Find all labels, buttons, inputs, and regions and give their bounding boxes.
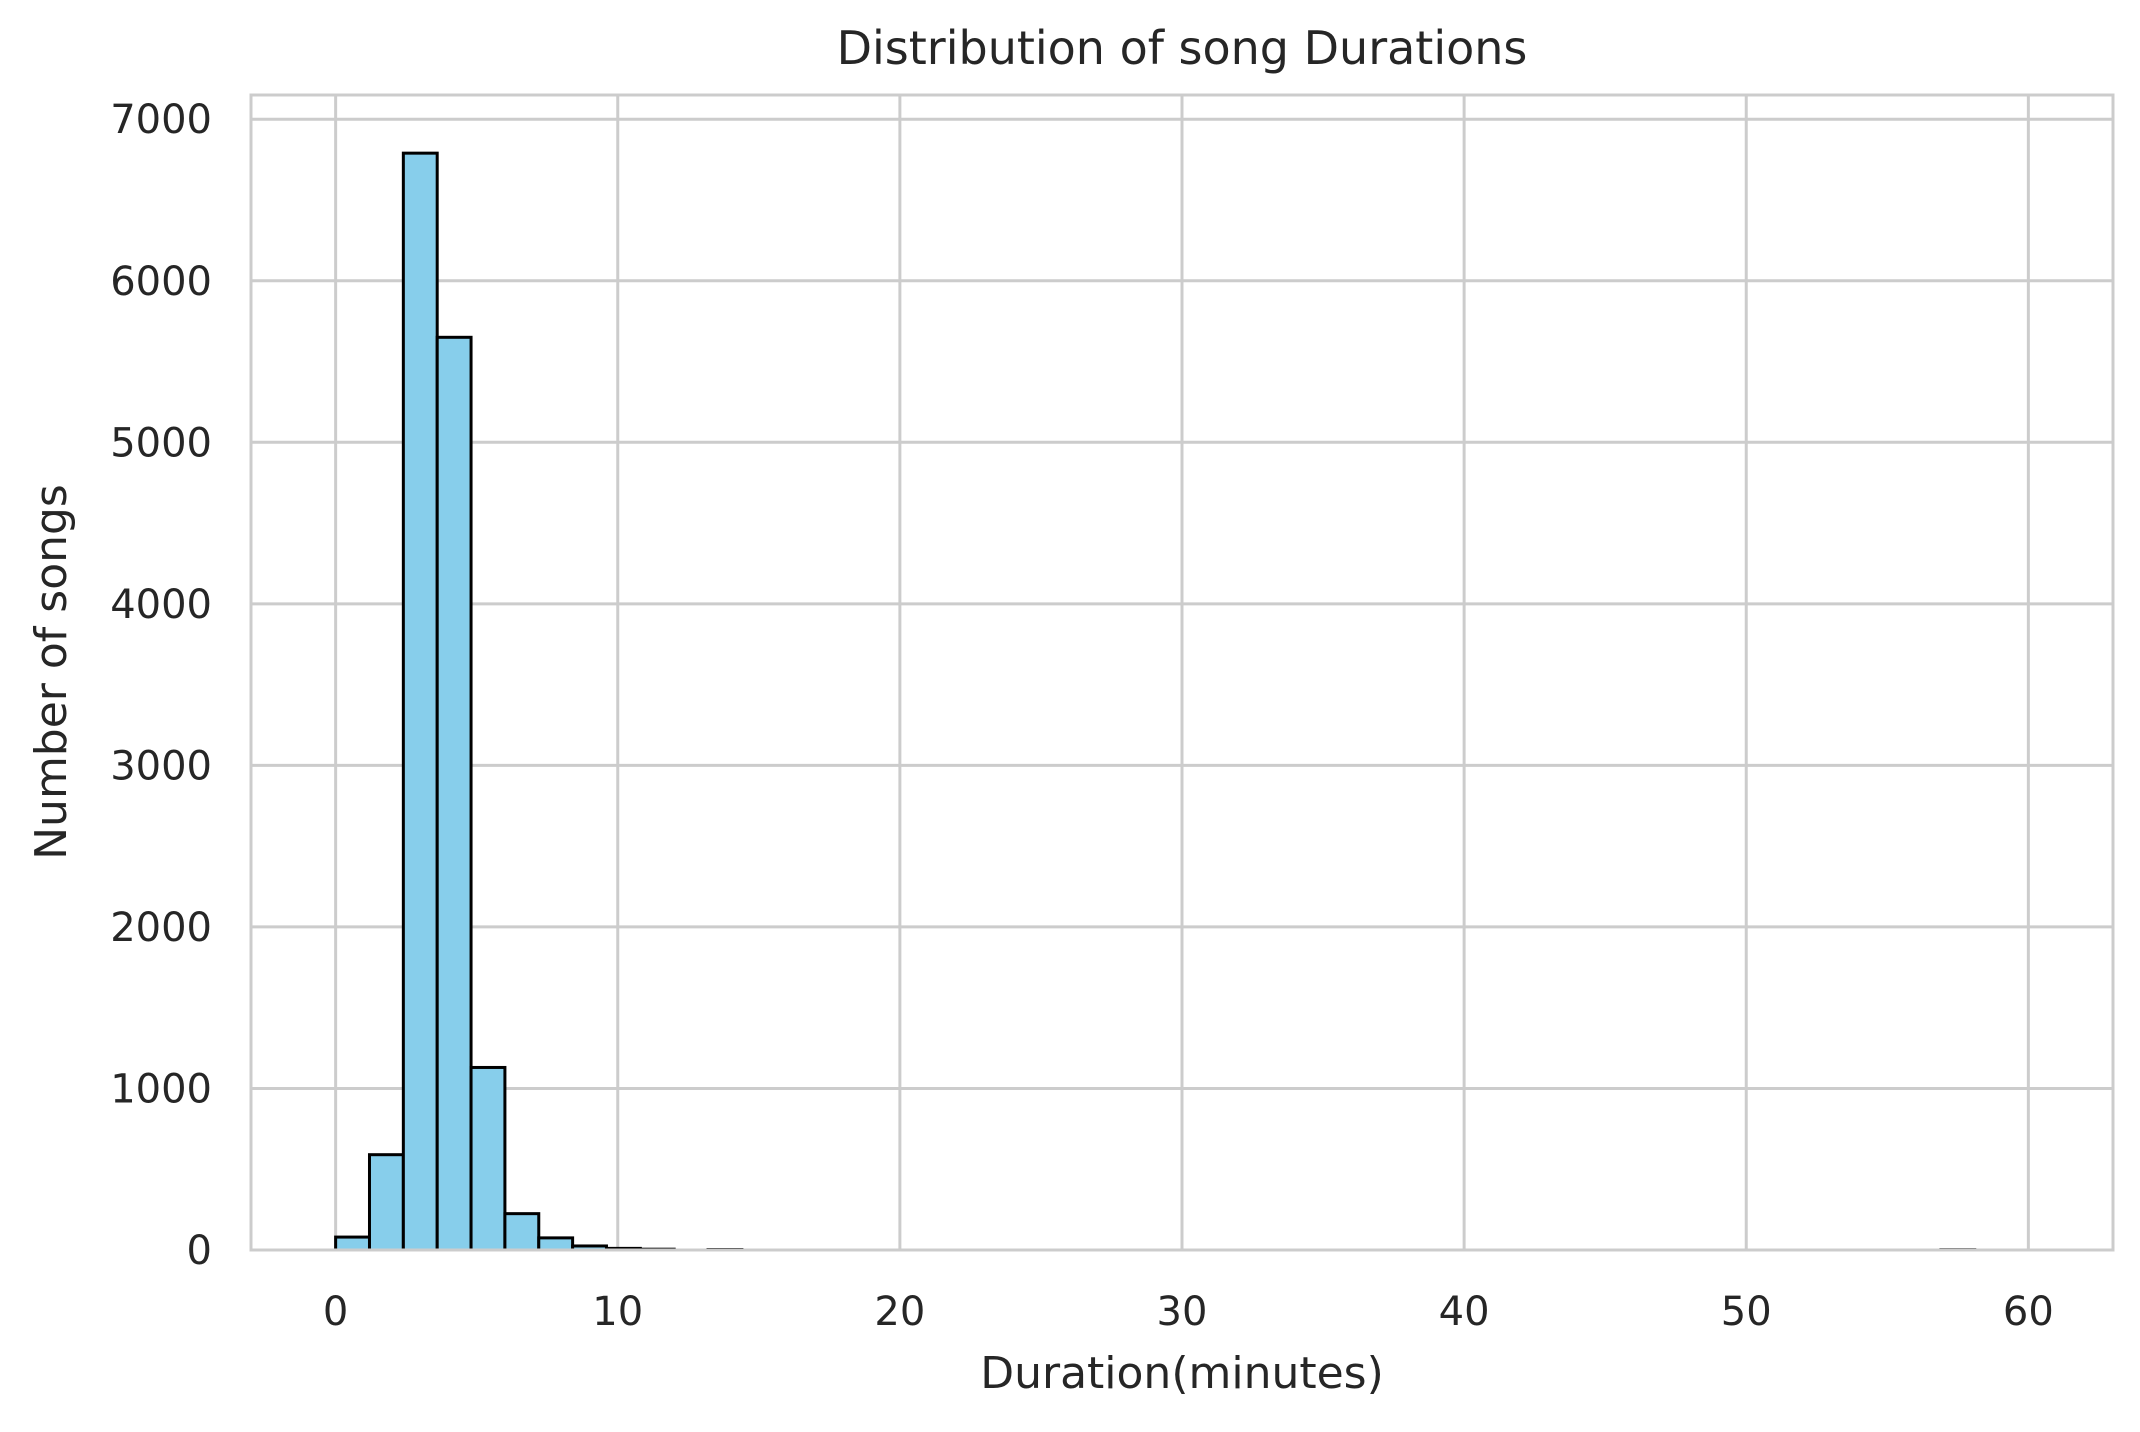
y-tick-label: 4000 xyxy=(110,582,212,628)
x-tick-label: 0 xyxy=(323,1289,348,1335)
x-axis-title: Duration(minutes) xyxy=(980,1348,1384,1399)
x-tick-label: 30 xyxy=(1157,1289,1208,1335)
y-tick-label: 1000 xyxy=(110,1066,212,1112)
x-tick-label: 60 xyxy=(2003,1289,2054,1335)
histogram-bar xyxy=(403,153,437,1250)
y-tick-label: 7000 xyxy=(110,97,212,143)
histogram-bar xyxy=(369,1155,403,1250)
histogram-bar xyxy=(437,337,471,1250)
x-tick-label: 10 xyxy=(592,1289,643,1335)
histogram-bar xyxy=(336,1237,370,1250)
y-tick-label: 6000 xyxy=(110,259,212,305)
histogram-bar xyxy=(505,1214,539,1250)
x-tick-label: 20 xyxy=(874,1289,925,1335)
histogram-bar xyxy=(471,1067,505,1250)
chart-title: Distribution of song Durations xyxy=(837,21,1528,75)
y-tick-label: 0 xyxy=(187,1228,212,1274)
y-tick-label: 2000 xyxy=(110,905,212,951)
y-tick-label: 3000 xyxy=(110,743,212,789)
x-tick-label: 50 xyxy=(1721,1289,1772,1335)
x-tick-label: 40 xyxy=(1439,1289,1490,1335)
y-axis-title: Number of songs xyxy=(26,484,77,860)
y-tick-label: 5000 xyxy=(110,420,212,466)
histogram-bar xyxy=(539,1238,573,1250)
